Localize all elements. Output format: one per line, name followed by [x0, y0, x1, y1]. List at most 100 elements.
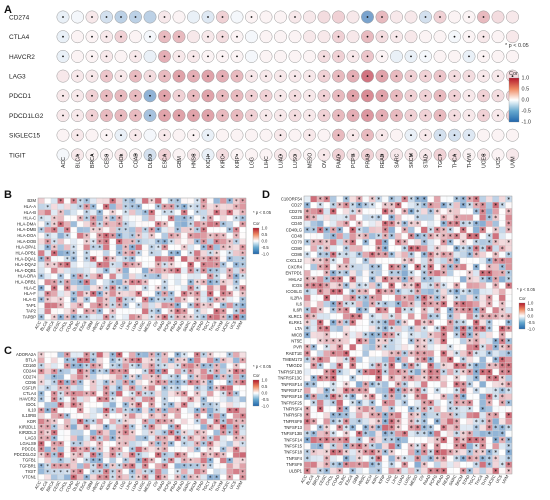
heat-cell — [174, 446, 182, 453]
heat-cell — [154, 215, 162, 222]
heat-cell — [102, 250, 110, 257]
significance-dot — [497, 94, 499, 97]
significance-dot — [410, 75, 412, 77]
significance-star: * — [59, 298, 62, 304]
heat-cell — [141, 250, 149, 257]
heat-cell — [440, 313, 448, 320]
heat-cell — [362, 344, 370, 351]
cor-circle — [404, 10, 418, 24]
significance-star: * — [183, 315, 186, 321]
heat-cell — [440, 307, 448, 314]
significance-star: * — [66, 234, 69, 240]
row-label: TNFSF9 — [286, 462, 302, 467]
significance-star: * — [176, 304, 179, 310]
heat-cell — [96, 357, 104, 364]
significance-star: * — [118, 269, 121, 275]
heat-cell — [498, 276, 506, 283]
heat-cell — [492, 319, 500, 326]
heat-cell — [355, 362, 363, 370]
col-label: COAD — [133, 153, 139, 168]
heat-cell — [472, 393, 480, 400]
significance-star: * — [157, 475, 160, 481]
significance-dot — [453, 35, 456, 38]
significance-dot — [62, 114, 64, 117]
heat-cell — [472, 276, 480, 283]
heat-cell — [102, 279, 110, 286]
heat-cell — [50, 308, 58, 315]
cor-circle — [56, 69, 70, 83]
heat-cell — [102, 401, 110, 408]
col-label: DLBC — [148, 154, 154, 168]
heat-cell — [96, 390, 104, 397]
significance-dot — [221, 75, 224, 77]
significance-dot — [207, 75, 209, 77]
significance-star: * — [228, 269, 231, 275]
heat-cell — [141, 255, 149, 263]
heat-cell — [329, 356, 337, 363]
heat-cell — [401, 251, 409, 258]
heat-cell — [57, 290, 65, 297]
significance-dot — [468, 16, 470, 18]
significance-dot — [163, 154, 166, 156]
heat-cell — [44, 396, 52, 403]
significance-star: * — [150, 211, 153, 217]
heat-cell — [472, 381, 480, 388]
heat-cell — [161, 273, 169, 280]
significance-star: * — [98, 286, 101, 292]
heat-cell — [180, 238, 188, 245]
significance-star: * — [228, 240, 231, 246]
significance-dot — [163, 35, 166, 38]
row-label: B2M — [27, 198, 36, 203]
heat-cell — [232, 452, 240, 458]
heat-cell — [96, 296, 104, 303]
heat-cell — [414, 300, 422, 308]
significance-star: * — [59, 211, 62, 217]
heat-cell — [200, 290, 208, 297]
heat-cell — [37, 357, 45, 364]
significance-star: * — [241, 263, 244, 269]
heat-cell — [316, 381, 324, 388]
heat-cell — [57, 232, 65, 239]
heat-cell — [355, 270, 363, 277]
heat-cell — [420, 436, 428, 444]
heat-cell — [89, 285, 97, 292]
heat-cell — [174, 273, 182, 280]
cor-circle — [462, 148, 476, 162]
significance-star: * — [163, 298, 166, 304]
heat-cell — [213, 429, 221, 436]
heat-cell — [329, 325, 337, 333]
heat-cell — [310, 387, 318, 394]
significance-star: * — [228, 475, 231, 481]
significance-dot — [120, 114, 122, 117]
significance-dot — [410, 114, 412, 117]
heat-cell — [57, 424, 65, 431]
heat-cell — [109, 273, 117, 280]
significance-star: * — [98, 263, 101, 269]
heat-cell — [83, 396, 91, 403]
heat-cell — [174, 463, 182, 469]
significance-star: * — [59, 315, 62, 321]
significance-star: * — [124, 298, 127, 304]
significance-star: * — [92, 217, 95, 223]
heat-cell — [459, 276, 467, 283]
heat-cell — [57, 250, 65, 257]
heat-cell — [180, 267, 188, 274]
heat-cell — [375, 276, 383, 283]
heat-cell — [37, 413, 45, 419]
heat-cell — [342, 226, 350, 234]
heat-cell — [401, 337, 409, 345]
cor-circle — [448, 10, 461, 24]
col-label: READ — [380, 153, 386, 168]
significance-star: * — [196, 269, 199, 275]
significance-star: * — [98, 222, 101, 228]
heat-cell — [70, 374, 78, 380]
heat-cell — [135, 296, 143, 303]
heat-cell — [310, 300, 318, 308]
heat-cell — [394, 313, 402, 320]
heat-cell — [349, 214, 357, 221]
heat-cell — [505, 245, 513, 252]
significance-star: * — [98, 246, 101, 252]
legend-colorbar-b — [252, 227, 260, 255]
heat-cell — [446, 195, 454, 203]
significance-star: * — [92, 240, 95, 246]
